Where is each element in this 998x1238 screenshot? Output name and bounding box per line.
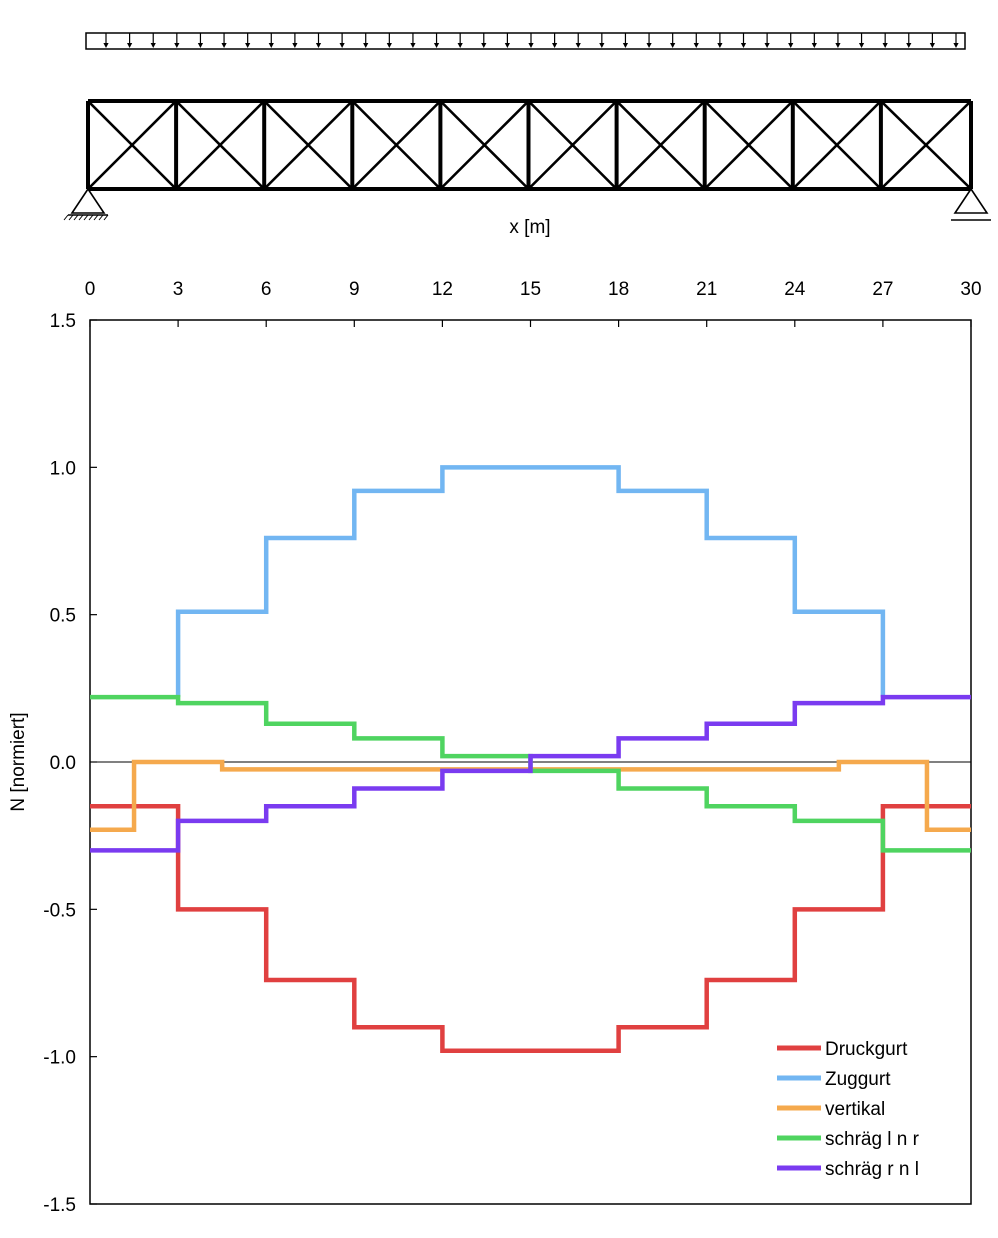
load-bar <box>85 32 966 50</box>
load-arrow-head <box>858 43 865 48</box>
load-arrow-head <box>646 43 652 48</box>
series-line-4 <box>90 694 971 853</box>
support-hatch <box>63 214 69 221</box>
legend-label: schräg l n r <box>825 1129 920 1150</box>
y-tick-label: -1.5 <box>43 1195 76 1216</box>
truss-diagram <box>63 32 991 221</box>
support-hatch <box>93 214 99 221</box>
x-tick-label: 24 <box>784 279 806 300</box>
load-arrow-head <box>811 43 817 48</box>
diagonal-member <box>879 100 972 190</box>
load-arrow-head <box>622 43 629 48</box>
load-arrow-head <box>764 43 770 48</box>
load-arrow-head <box>835 43 841 48</box>
load-arrow-head <box>882 43 888 48</box>
diagonal-member <box>703 100 794 190</box>
load-arrow-head <box>245 43 251 48</box>
y-tick-label: 0.0 <box>50 753 76 774</box>
support-hatch <box>103 214 109 221</box>
load-arrow-head <box>457 43 463 48</box>
load-arrow-head <box>363 43 369 48</box>
load-arrow-head <box>150 43 156 48</box>
y-tick-label: 1.0 <box>50 458 76 479</box>
load-arrow-head <box>433 43 440 48</box>
load-arrow-head <box>174 43 180 48</box>
series-line-5 <box>90 694 971 853</box>
x-tick-label: 30 <box>960 279 981 300</box>
y-tick-label: 1.5 <box>50 311 76 332</box>
load-arrow-head <box>410 43 416 48</box>
diagonal-member <box>87 100 178 190</box>
x-tick-label: 0 <box>85 279 96 300</box>
x-tick-label: 21 <box>696 279 717 300</box>
x-tick-label: 18 <box>608 279 629 300</box>
load-arrow-head <box>504 43 510 48</box>
load-arrow-head <box>528 43 534 48</box>
load-arrow-head <box>740 43 747 48</box>
load-arrow-head <box>906 43 912 48</box>
diagonal-member <box>527 100 618 190</box>
support-hatch <box>78 214 84 221</box>
load-arrow-head <box>929 43 935 48</box>
roller-support <box>953 187 989 214</box>
y-tick-label: 0.5 <box>50 606 76 627</box>
x-tick-label: 6 <box>261 279 272 300</box>
load-arrow-head <box>197 43 204 48</box>
load-arrow-head <box>693 43 699 48</box>
load-arrow-head <box>315 43 322 48</box>
y-tick-label: -0.5 <box>43 900 76 921</box>
diagonal-member <box>263 100 354 190</box>
x-tick-label: 9 <box>349 279 360 300</box>
support-hatch <box>83 214 89 221</box>
legend-label: Zuggurt <box>825 1069 891 1090</box>
x-axis-title: x [m] <box>509 217 550 238</box>
x-tick-label: 27 <box>872 279 893 300</box>
diagonal-member <box>615 100 706 190</box>
y-axis-ticks: 1.5 1.0 0.5 0.0 -0.5 -1.0 -1.5 <box>43 311 97 1216</box>
diagonal-member <box>175 100 266 190</box>
diagonal-member <box>791 100 882 190</box>
legend: Druckgurt Zuggurt vertikal schräg l n r schr… <box>777 1039 920 1180</box>
legend-label: schräg r n l <box>825 1159 919 1180</box>
load-arrow-head <box>552 43 558 48</box>
support-hatch <box>68 214 74 221</box>
support-hatch <box>98 214 104 221</box>
load-arrow-head <box>268 43 274 48</box>
load-arrow-head <box>339 43 345 48</box>
load-arrow-head <box>127 43 133 48</box>
load-arrow-head <box>481 43 487 48</box>
load-arrow-head <box>386 43 392 48</box>
load-arrow-head <box>292 43 298 48</box>
load-arrow-head <box>575 43 581 48</box>
load-arrow-head <box>103 43 109 48</box>
support-hatch <box>88 214 94 221</box>
x-tick-label: 15 <box>520 279 541 300</box>
y-tick-label: -1.0 <box>43 1048 76 1069</box>
load-arrow-head <box>717 43 723 48</box>
load-arrow-head <box>221 43 227 48</box>
x-axis-ticks: 0 3 6 9 12 15 18 21 24 27 30 <box>85 279 982 327</box>
series-line-1 <box>90 803 971 1054</box>
load-arrow-head <box>599 43 605 48</box>
series-layer <box>90 465 971 1054</box>
legend-label: vertikal <box>825 1099 885 1120</box>
legend-label: Druckgurt <box>825 1039 908 1060</box>
load-arrow-head <box>788 43 794 48</box>
x-tick-label: 12 <box>432 279 453 300</box>
pinned-support <box>70 187 106 214</box>
support-hatch <box>73 214 79 221</box>
load-arrow-head <box>953 43 959 48</box>
load-arrow-head <box>670 43 676 48</box>
x-tick-label: 3 <box>173 279 184 300</box>
y-axis-title: N [normiert] <box>8 712 29 811</box>
series-line-2 <box>175 465 886 698</box>
diagonal-member <box>439 100 530 190</box>
diagonal-member <box>351 100 442 190</box>
